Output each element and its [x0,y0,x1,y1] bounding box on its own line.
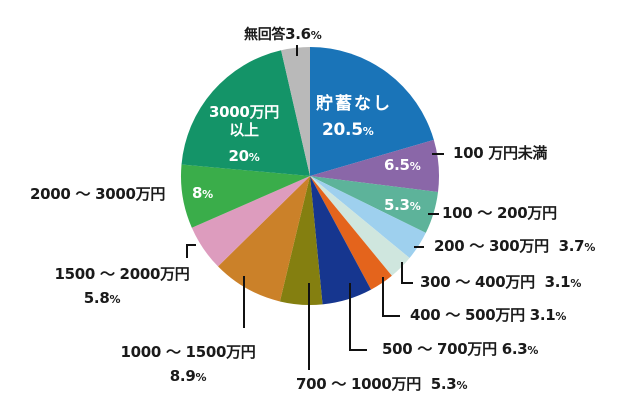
label-no-answer: 無回答3.6% [244,25,322,43]
pie-slice [281,47,310,176]
label-200-300: 200 ～ 300万円 3.7% [434,237,596,255]
label-100-200: 100 ～ 200万円 [442,204,557,222]
label-no-savings-pct: 20.5 [322,120,363,140]
leader-500-700-v [349,283,351,351]
pie-slice [310,176,410,276]
label-no-savings: 貯蓄なし 20.5% [316,94,392,140]
leader-300-400-h [401,282,413,284]
leader-under-100 [432,153,444,155]
label-over-3000-name2: 以上 [229,121,259,139]
leader-1000-1500 [243,276,245,328]
label-400-500: 400 ～ 500万円 3.1% [410,306,567,324]
pie-slice [310,139,439,192]
leader-200-300 [414,246,424,248]
leader-1500-2000-h [186,244,196,246]
label-1500-2000: 1500 ～ 2000万円 5.8% [54,265,190,307]
pie-slice [310,47,434,176]
pct-2000-3000: 8% [192,184,213,202]
pct-under-100: 6.5% [384,156,421,174]
label-no-savings-name: 貯蓄なし [316,94,392,114]
leader-100-200 [428,213,439,215]
leader-500-700-h [349,349,367,351]
label-2000-3000: 2000 ～ 3000万円 [30,185,166,203]
pie-slice [310,176,372,305]
label-over-3000-name1: 3000万円 [209,103,279,121]
pie-slice [310,176,392,290]
label-300-400: 300 ～ 400万円 3.1% [420,273,582,291]
pie-slice [191,176,310,267]
pie-slice [181,50,310,177]
pie-slice [217,176,310,302]
label-over-3000-pct: 20 [228,147,249,165]
leader-300-400-v [401,262,403,284]
label-over-3000-inner: 3000万円 以上 20% [204,102,284,168]
leader-700-1000 [308,283,310,370]
pie-slice [180,164,310,228]
label-1000-1500: 1000 ～ 1500万円 8.9% [120,343,256,385]
label-500-700: 500 ～ 700万円 6.3% [382,340,539,358]
pie-slice [310,176,426,259]
pct-100-200: 5.3% [384,196,421,214]
leader-no-answer [296,45,298,56]
pie-slice [279,176,323,305]
leader-400-500-v [382,277,384,317]
label-under-100: 100 万円未満 [453,144,548,162]
label-700-1000: 700 ～ 1000万円 5.3% [296,375,468,393]
pie-slice [310,176,439,233]
leader-1500-2000-v [186,244,188,258]
leader-400-500-h [382,315,400,317]
